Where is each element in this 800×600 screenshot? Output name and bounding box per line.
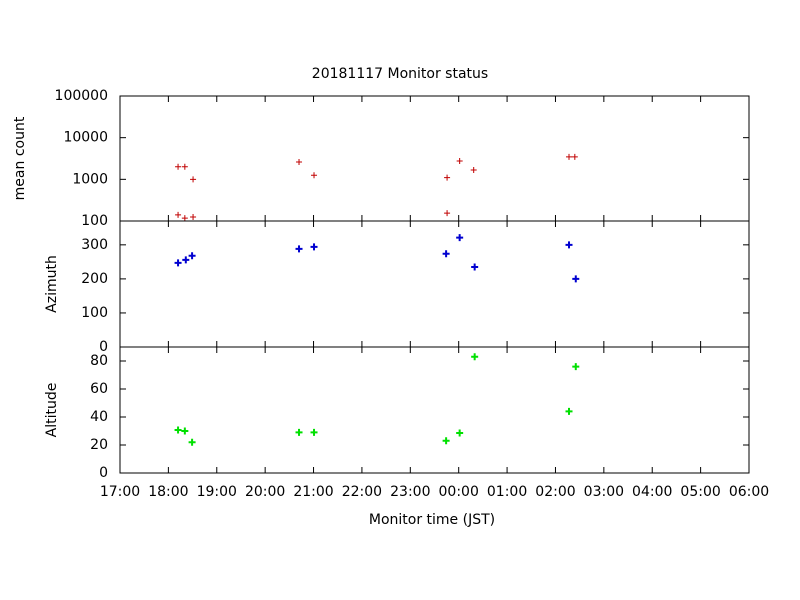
x-axis-label: Monitor time (JST) [369,512,495,528]
point [188,252,196,260]
point [188,438,196,446]
point [175,211,182,218]
x-tick-label: 18:00 [148,484,188,500]
y-axis-label: mean count [12,116,28,200]
y-tick-label: 100 [81,305,108,321]
point [295,428,303,436]
point [311,172,318,179]
point [174,259,182,267]
x-tick-label: 01:00 [487,484,527,500]
y-tick-label: 0 [99,465,108,481]
point [572,275,580,283]
y-tick-label: 100 [81,213,108,229]
y-tick-label: 200 [81,271,108,287]
point [174,426,182,434]
point [442,250,450,258]
point [471,263,479,271]
point [565,241,573,249]
x-tick-label: 21:00 [293,484,333,500]
x-tick-label: 20:00 [245,484,285,500]
point [175,163,182,170]
plot-frame [119,346,750,474]
x-tick-label: 06:00 [729,484,769,500]
point [181,163,188,170]
x-tick-label: 02:00 [535,484,575,500]
point [456,429,464,437]
point [190,213,197,220]
y-tick-label: 20 [90,437,108,453]
point [310,428,318,436]
chart-title: 20181117 Monitor status [312,66,488,82]
x-tick-label: 05:00 [680,484,720,500]
x-tick-label: 23:00 [390,484,430,500]
y-tick-label: 0 [99,339,108,355]
point [471,353,479,361]
x-tick-label: 00:00 [439,484,479,500]
x-tick-label: 04:00 [632,484,672,500]
point [566,153,573,160]
x-tick-label: 19:00 [197,484,237,500]
x-tick-label: 03:00 [584,484,624,500]
y-tick-label: 60 [90,381,108,397]
y-axis-label: Altitude [44,383,60,438]
point [296,159,303,166]
point [565,407,573,415]
point [190,176,197,183]
y-tick-label: 100000 [55,88,108,104]
point [442,437,450,445]
point [456,158,463,165]
y-tick-label: 10000 [63,130,108,146]
y-tick-label: 80 [90,353,108,369]
point [572,363,580,371]
x-tick-label: 17:00 [100,484,140,500]
y-tick-label: 40 [90,409,108,425]
point [181,427,189,435]
point [295,245,303,253]
point [444,174,451,181]
y-tick-label: 300 [81,237,108,253]
x-tick-label: 22:00 [342,484,382,500]
point [456,234,464,242]
point [181,215,188,222]
y-tick-label: 1000 [72,171,108,187]
y-axis-label: Azimuth [44,255,60,313]
point [310,243,318,251]
point [444,210,451,217]
point [470,167,477,174]
point [571,153,578,160]
point [182,256,190,264]
